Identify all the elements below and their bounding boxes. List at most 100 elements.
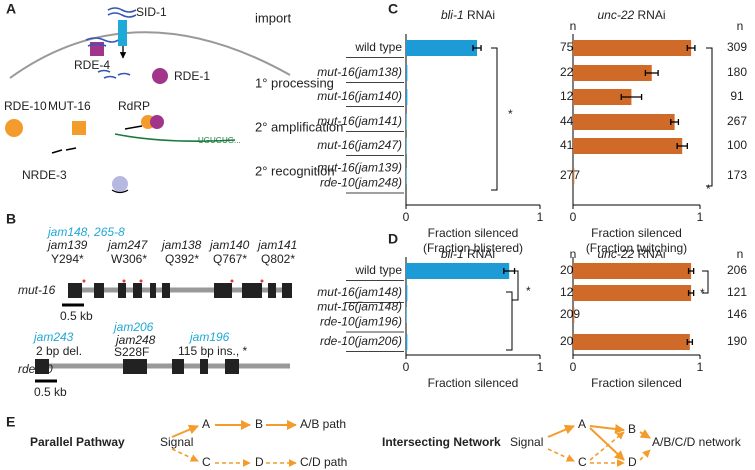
significance-bracket <box>506 291 513 351</box>
allele: jam196 <box>188 330 230 344</box>
n-value: 309 <box>727 40 747 54</box>
sirna <box>51 147 77 154</box>
bar <box>573 334 690 350</box>
panel-label: E <box>6 414 15 430</box>
n-value: 173 <box>727 168 747 182</box>
dsrna <box>107 7 137 18</box>
scale-label: 0.5 kb <box>34 385 67 399</box>
significance-label: * <box>706 182 711 196</box>
x-axis-label: Fraction silenced <box>591 226 682 240</box>
x-tick-label: 1 <box>537 360 544 374</box>
step-label: 1° processing <box>255 75 334 90</box>
label: SID-1 <box>136 5 167 19</box>
significance-bracket <box>702 270 709 294</box>
node: C/D path <box>300 455 347 469</box>
n-header: n <box>737 247 744 261</box>
x-tick-label: 1 <box>537 210 544 224</box>
allele-change: Q767* <box>213 252 247 266</box>
allele-change: 115 bp ins., * <box>178 344 247 358</box>
bar <box>406 285 408 301</box>
chart-title: bli-1 RNAi <box>441 247 495 261</box>
step-label: 2° recognition <box>255 163 335 178</box>
category-label: mut-16(jam148) <box>317 300 402 314</box>
n-value: 91 <box>730 89 744 103</box>
allele: jam247 <box>106 238 149 252</box>
chart-title: unc-22 RNAi <box>597 8 665 22</box>
significance-label: * <box>508 107 513 121</box>
allele-change: S228F <box>114 345 149 359</box>
x-tick-label: 0 <box>403 360 410 374</box>
allele-change: W306* <box>111 252 147 266</box>
node: Signal <box>510 435 543 449</box>
category-label: mut-16(jam247) <box>317 138 402 152</box>
node: A <box>578 417 586 431</box>
bar <box>573 307 575 323</box>
title-suffix: RNAi <box>467 8 495 22</box>
x-axis-label: Fraction silenced <box>428 376 519 390</box>
x-tick-label: 0 <box>570 210 577 224</box>
title-suffix: RNAi <box>638 247 666 261</box>
significance-bracket <box>491 47 498 191</box>
rde10-shape <box>5 119 23 137</box>
significance-bracket <box>706 47 713 187</box>
allele: jam206 <box>112 320 154 334</box>
bar <box>406 89 408 105</box>
allele: jam141 <box>256 238 297 252</box>
rde1-shape <box>152 68 168 84</box>
allele: jam138 <box>160 238 202 252</box>
allele: jam139 <box>46 238 88 252</box>
exons <box>68 283 292 298</box>
membrane <box>9 31 291 79</box>
category-label: wild type <box>354 40 402 54</box>
allele-change: Q392* <box>165 252 199 266</box>
title-suffix: RNAi <box>467 247 495 261</box>
n-header: n <box>737 19 744 33</box>
scale-label: 0.5 kb <box>60 309 93 323</box>
category-label: mut-16(jam139) <box>317 161 402 175</box>
x-axis-label: Fraction silenced <box>591 376 682 390</box>
chart-title: unc-22 RNAi <box>597 247 665 261</box>
category-label: rde-10(jam206) <box>320 334 402 348</box>
label: RdRP <box>118 99 150 113</box>
n-value: 277 <box>560 168 580 182</box>
diagram-title: Parallel Pathway <box>30 435 125 449</box>
node: A/B/C/D network <box>652 435 742 449</box>
n-value: 146 <box>727 307 747 321</box>
bar <box>573 263 692 279</box>
node: A <box>202 417 210 431</box>
node: C <box>578 455 587 469</box>
title-gene: unc-22 <box>597 247 634 261</box>
x-tick-label: 1 <box>697 210 704 224</box>
panel-a: SID-1 RDE-4 RDE-1 RDE-10 MUT-16 RdRP UGU… <box>4 5 343 194</box>
category-label: mut-16(jam141) <box>317 114 402 128</box>
title-gene: bli-1 <box>441 8 464 22</box>
title-gene: unc-22 <box>597 8 634 22</box>
bar <box>573 138 683 154</box>
label: UGUGUG... <box>198 136 241 145</box>
category-label: mut-16(jam148) <box>317 285 402 299</box>
significance-bracket <box>512 270 519 301</box>
bar <box>573 168 575 184</box>
x-tick-label: 0 <box>570 360 577 374</box>
panel-label: C <box>388 1 398 17</box>
category-label: rde-10(jam248) <box>320 176 402 190</box>
x-axis-label: (Fraction twitching) <box>586 241 687 255</box>
allele: jam148, 265-8 <box>46 225 125 239</box>
n-value: 206 <box>727 263 747 277</box>
sirna <box>111 189 129 194</box>
bar <box>406 40 478 56</box>
title-suffix: RNAi <box>638 8 666 22</box>
significance-label: * <box>526 284 531 298</box>
node: D <box>255 455 264 469</box>
x-axis-label: (Fraction blistered) <box>423 241 523 255</box>
label: RDE-1 <box>174 69 210 83</box>
bar <box>573 89 632 105</box>
allele: jam248 <box>114 333 156 347</box>
nrde3-shape <box>112 176 128 192</box>
category-label: rde-10(jam196) <box>320 315 402 329</box>
bar <box>573 285 692 301</box>
label: RDE-4 <box>74 58 110 72</box>
bar <box>406 138 407 154</box>
n-value: 121 <box>727 285 747 299</box>
bar <box>406 263 510 279</box>
